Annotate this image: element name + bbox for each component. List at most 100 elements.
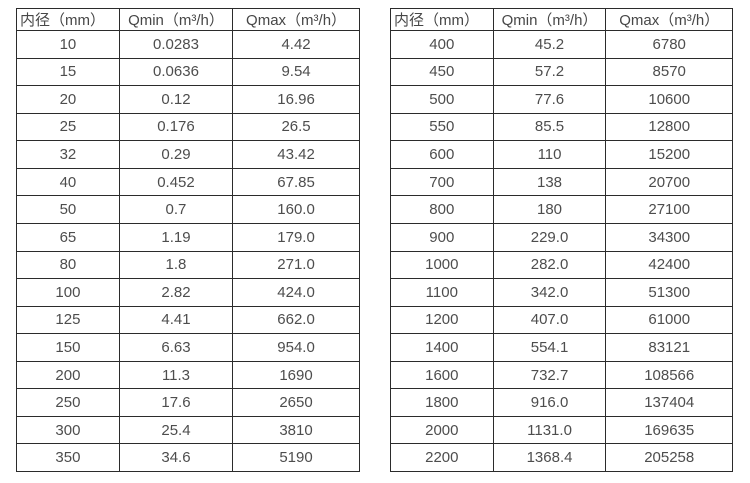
table-row: 900 229.0 34300 <box>390 222 733 252</box>
table-cell: 50 <box>16 195 120 224</box>
table-cell: 662.0 <box>232 305 360 335</box>
table-cell: 1600 <box>390 360 494 390</box>
table-cell: 271.0 <box>232 250 360 280</box>
table-row: 65 1.19 179.0 <box>16 222 360 252</box>
table-cell: 554.1 <box>492 333 607 362</box>
table-cell: 25.4 <box>118 415 234 445</box>
table-row: 1200 407.0 61000 <box>390 305 733 335</box>
table-cell: 229.0 <box>492 222 607 252</box>
table-cell: 16.96 <box>232 85 360 114</box>
table-row: 1600 732.7 108566 <box>390 360 733 390</box>
table-row: 80 1.8 271.0 <box>16 250 360 280</box>
table-cell: 550 <box>390 112 494 142</box>
table-cell: 0.29 <box>118 140 234 169</box>
table-cell: 6.63 <box>118 333 234 362</box>
table-row: 800 180 27100 <box>390 195 733 224</box>
table-cell: 10 <box>16 30 120 59</box>
table-cell: 916.0 <box>492 388 607 417</box>
table-row: 15 0.0636 9.54 <box>16 57 360 87</box>
table-cell: 250 <box>16 388 120 417</box>
table-cell: 51300 <box>605 278 733 307</box>
column-header: 内径（mm） <box>390 8 494 31</box>
table-cell: 11.3 <box>118 360 234 390</box>
column-header: Qmax（m³/h） <box>232 8 360 31</box>
table-row: 10 0.0283 4.42 <box>16 30 360 59</box>
table-cell: 5190 <box>232 443 360 472</box>
table-cell: 100 <box>16 278 120 307</box>
table-cell: 137404 <box>605 388 733 417</box>
table-cell: 10600 <box>605 85 733 114</box>
table-row: 2000 1131.0 169635 <box>390 415 733 445</box>
table-cell: 40 <box>16 167 120 197</box>
table-cell: 20 <box>16 85 120 114</box>
table-cell: 12800 <box>605 112 733 142</box>
table-cell: 169635 <box>605 415 733 445</box>
table-cell: 407.0 <box>492 305 607 335</box>
table-cell: 6780 <box>605 30 733 59</box>
table-row: 500 77.6 10600 <box>390 85 733 114</box>
table-cell: 900 <box>390 222 494 252</box>
table-cell: 0.452 <box>118 167 234 197</box>
table-row: 20 0.12 16.96 <box>16 85 360 114</box>
table-row: 40 0.452 67.85 <box>16 167 360 197</box>
table-cell: 57.2 <box>492 57 607 87</box>
table-row: 25 0.176 26.5 <box>16 112 360 142</box>
table-cell: 1131.0 <box>492 415 607 445</box>
table-cell: 65 <box>16 222 120 252</box>
table-cell: 8570 <box>605 57 733 87</box>
flow-table-right: 内径（mm） Qmin（m³/h） Qmax（m³/h） 400 45.2 6780 450… <box>390 8 733 472</box>
table-cell: 2000 <box>390 415 494 445</box>
column-header: Qmin（m³/h） <box>118 8 234 31</box>
table-cell: 27100 <box>605 195 733 224</box>
table-cell: 2.82 <box>118 278 234 307</box>
table-cell: 26.5 <box>232 112 360 142</box>
table-row: 32 0.29 43.42 <box>16 140 360 169</box>
table-cell: 138 <box>492 167 607 197</box>
table-row: 400 45.2 6780 <box>390 30 733 59</box>
table-cell: 150 <box>16 333 120 362</box>
table-cell: 1400 <box>390 333 494 362</box>
table-row: 350 34.6 5190 <box>16 443 360 472</box>
table-row: 1000 282.0 42400 <box>390 250 733 280</box>
table-row: 700 138 20700 <box>390 167 733 197</box>
table-cell: 25 <box>16 112 120 142</box>
table-cell: 0.12 <box>118 85 234 114</box>
table-cell: 179.0 <box>232 222 360 252</box>
table-cell: 350 <box>16 443 120 472</box>
table-cell: 34.6 <box>118 443 234 472</box>
table-cell: 83121 <box>605 333 733 362</box>
table-cell: 282.0 <box>492 250 607 280</box>
flow-table-left: 内径（mm） Qmin（m³/h） Qmax（m³/h） 10 0.0283 4.42 15… <box>16 8 360 472</box>
table-cell: 67.85 <box>232 167 360 197</box>
table-row: 125 4.41 662.0 <box>16 305 360 335</box>
table-cell: 800 <box>390 195 494 224</box>
table-cell: 61000 <box>605 305 733 335</box>
table-cell: 4.42 <box>232 30 360 59</box>
table-row: 100 2.82 424.0 <box>16 278 360 307</box>
table-cell: 700 <box>390 167 494 197</box>
table-cell: 450 <box>390 57 494 87</box>
table-cell: 85.5 <box>492 112 607 142</box>
table-cell: 424.0 <box>232 278 360 307</box>
table-cell: 1100 <box>390 278 494 307</box>
table-cell: 600 <box>390 140 494 169</box>
table-row: 200 11.3 1690 <box>16 360 360 390</box>
table-cell: 43.42 <box>232 140 360 169</box>
table-cell: 4.41 <box>118 305 234 335</box>
table-cell: 1200 <box>390 305 494 335</box>
table-cell: 1.19 <box>118 222 234 252</box>
table-cell: 17.6 <box>118 388 234 417</box>
table-cell: 732.7 <box>492 360 607 390</box>
table-cell: 0.0283 <box>118 30 234 59</box>
table-row: 1400 554.1 83121 <box>390 333 733 362</box>
table-cell: 42400 <box>605 250 733 280</box>
table-cell: 160.0 <box>232 195 360 224</box>
table-cell: 1.8 <box>118 250 234 280</box>
table-cell: 180 <box>492 195 607 224</box>
table-cell: 342.0 <box>492 278 607 307</box>
table-row: 2200 1368.4 205258 <box>390 443 733 472</box>
table-cell: 9.54 <box>232 57 360 87</box>
table-row: 300 25.4 3810 <box>16 415 360 445</box>
table-cell: 20700 <box>605 167 733 197</box>
